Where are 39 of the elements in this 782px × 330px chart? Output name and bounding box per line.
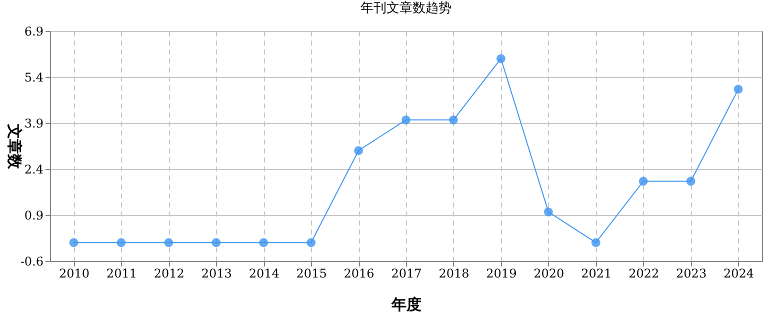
point (164, 238, 174, 248)
point (116, 238, 126, 248)
point (591, 238, 600, 248)
point (306, 238, 316, 248)
x-axis-title: 年度 (390, 296, 422, 314)
x-tick-label: 2020 (534, 266, 564, 280)
point (496, 54, 506, 64)
x-tick-label: 2019 (486, 266, 517, 280)
chart-title: 年刊文章数趋势 (360, 1, 452, 16)
x-tick-label: 2012 (154, 266, 184, 280)
x-tick-label: 2024 (723, 266, 754, 280)
point (354, 146, 364, 156)
y-tick-label: 2.4 (24, 162, 44, 176)
x-tick-label: 2016 (344, 266, 374, 280)
x-tick-label: 2011 (106, 266, 137, 280)
x-tick-label: 2010 (58, 266, 90, 280)
x-tick-label: 2018 (438, 266, 470, 280)
x-tick-label: 2023 (676, 266, 707, 280)
x-tick-label: 2017 (391, 266, 422, 280)
point (686, 176, 696, 186)
point (448, 115, 458, 124)
x-tick-label: 2022 (628, 266, 660, 280)
y-tick-label: 3.9 (24, 116, 44, 130)
x-tick-label: 2014 (248, 266, 280, 280)
y-tick-label: 6.9 (24, 24, 44, 38)
point (402, 115, 410, 124)
x-tick-label: 2015 (296, 266, 327, 280)
point (638, 176, 648, 186)
point (734, 84, 743, 94)
y-tick-label: -0.6 (20, 254, 44, 268)
point (69, 238, 78, 248)
point (544, 207, 553, 216)
y-axis-title: 文章数 (5, 123, 24, 170)
point (212, 238, 221, 248)
point (259, 238, 268, 248)
y-tick-label: 0.9 (24, 208, 44, 222)
x-tick-label: 2021 (581, 266, 612, 280)
y-tick-label: 5.4 (24, 70, 44, 84)
x-tick-label: 2013 (201, 266, 232, 280)
